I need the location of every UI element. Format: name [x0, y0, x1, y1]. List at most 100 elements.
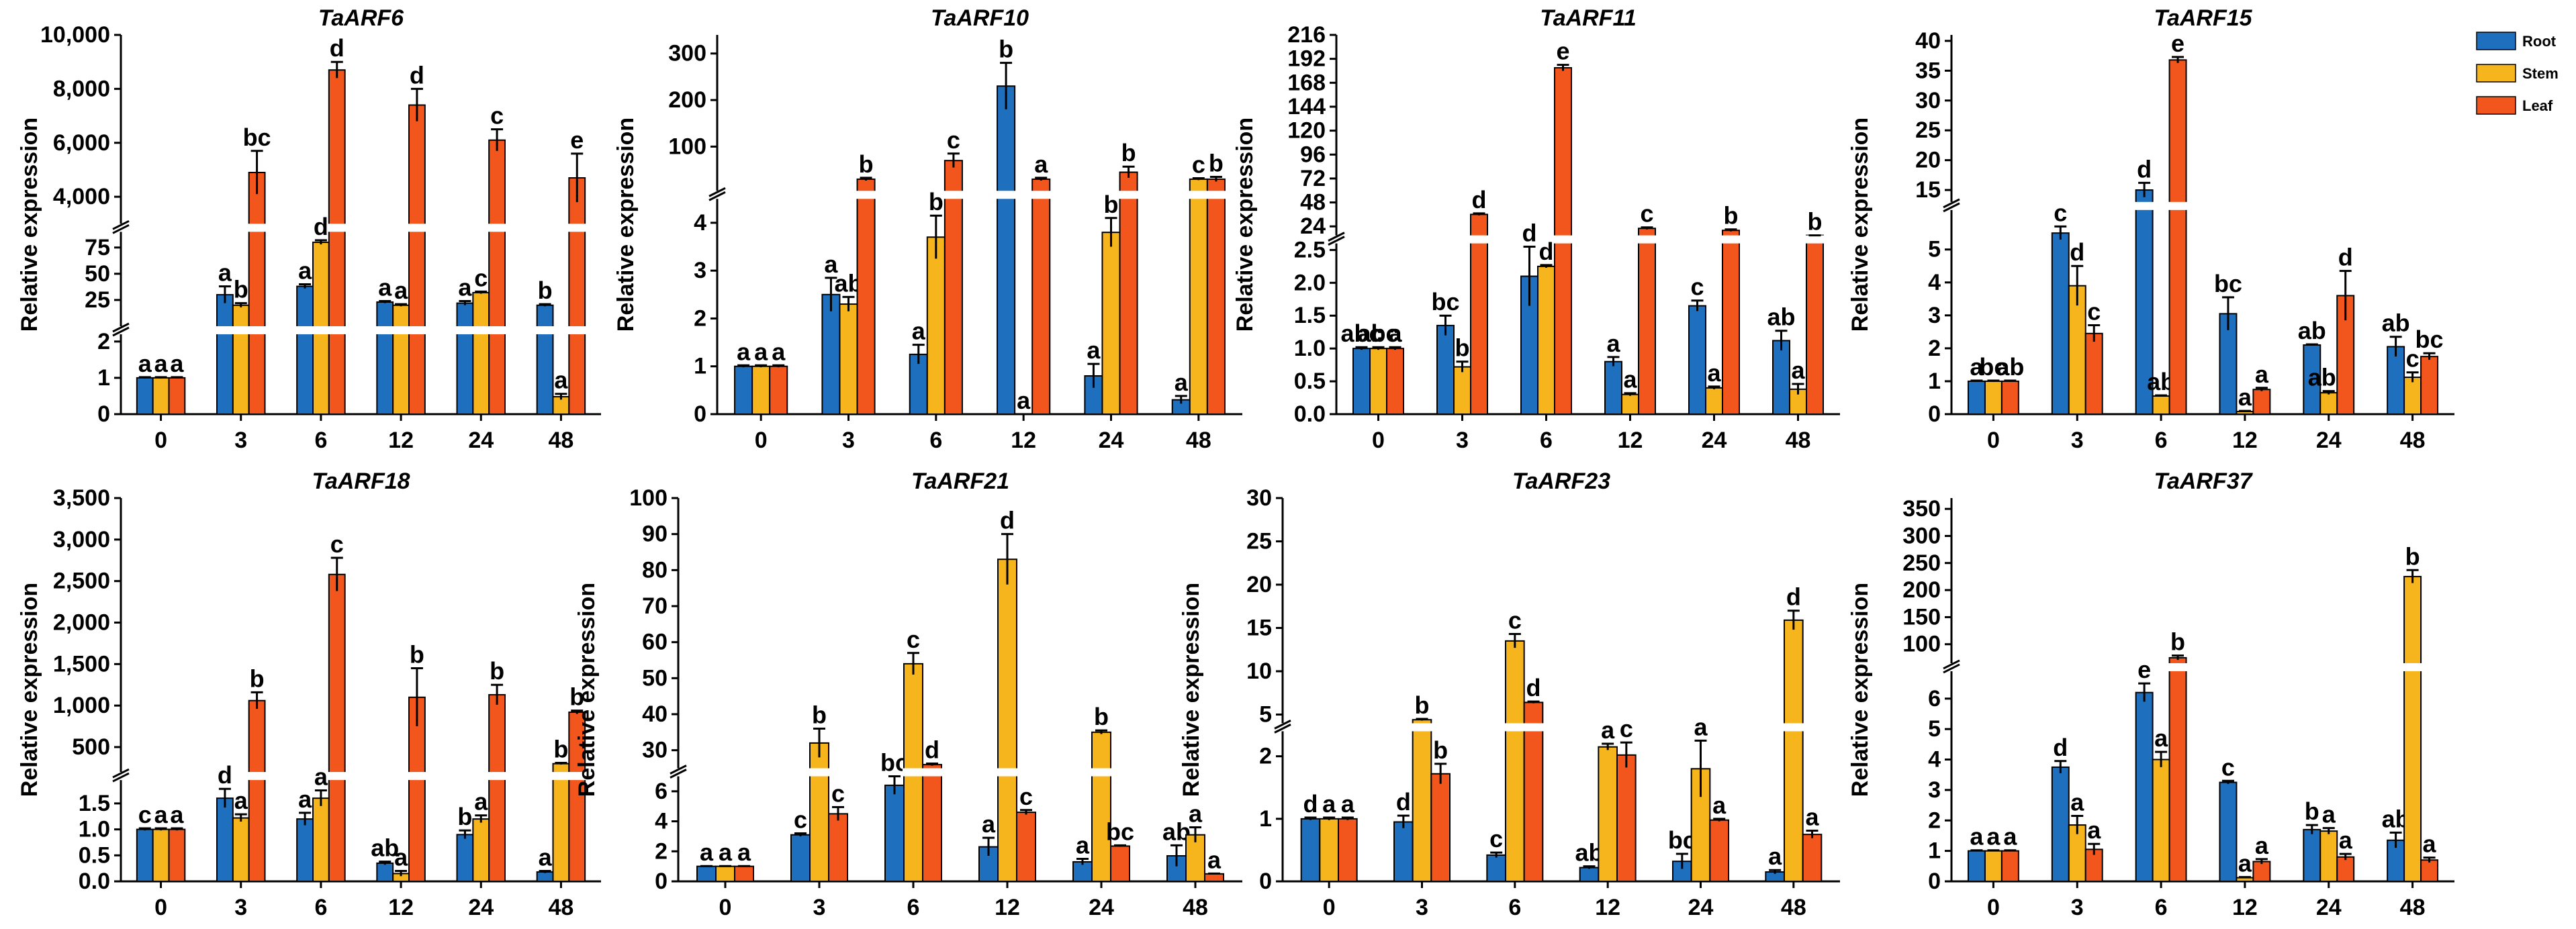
y-tick-label: 216	[1287, 22, 1326, 48]
bar-break-band	[1522, 723, 1545, 732]
y-tick-label: 75	[85, 235, 110, 260]
y-tick-label: 4	[694, 210, 706, 236]
bar-stem-0	[1984, 380, 2003, 415]
significance-letter: bc	[243, 124, 271, 151]
x-tick-label: 3	[813, 895, 826, 920]
y-tick-label: 200	[1902, 577, 1941, 603]
bar-break-band	[392, 326, 410, 334]
chart-title: TaARF21	[911, 469, 1009, 494]
bar-break-band	[2134, 201, 2154, 210]
bar-leaf-3	[248, 171, 266, 415]
significance-letter: b	[410, 640, 424, 668]
significance-letter: a	[1341, 790, 1355, 818]
bar-break-band	[996, 191, 1017, 199]
significance-letter: b	[999, 36, 1013, 63]
bar-leaf-0	[168, 828, 186, 882]
bar-root-3	[216, 294, 234, 415]
axis-break-mark	[1943, 659, 1960, 670]
significance-letter: b	[1415, 691, 1430, 719]
x-tick-label: 48	[1186, 428, 1211, 453]
significance-letter: c	[1489, 825, 1503, 852]
y-tick-label: 5	[1928, 716, 1941, 742]
bar-break-band	[488, 772, 506, 781]
y-axis-label: Relative expression	[613, 117, 639, 332]
bar-leaf-6	[328, 573, 346, 882]
bar-root-3	[1436, 324, 1455, 415]
y-tick-label: 72	[1300, 166, 1326, 191]
significance-letter: bc	[2214, 270, 2242, 297]
y-tick-label: 20	[1915, 148, 1941, 173]
bar-stem-24	[472, 291, 490, 415]
bar-stem-3	[809, 742, 829, 882]
bar-leaf-48	[1802, 834, 1823, 882]
axis-break-mark	[670, 769, 687, 779]
y-tick-label: 0	[1928, 869, 1941, 894]
x-tick-label: 24	[1089, 895, 1114, 920]
legend: Root Stem Leaf	[2476, 32, 2559, 115]
axis-break-mark	[1943, 198, 1960, 209]
significance-letter: a	[218, 259, 232, 287]
bar-stem-3	[232, 817, 250, 883]
bar-break-band	[1553, 235, 1573, 244]
x-tick-label: 6	[2155, 428, 2168, 453]
bar-break-band	[943, 191, 964, 199]
y-tick-label: 40	[642, 701, 668, 727]
significance-letter: b	[812, 701, 827, 728]
significance-letter: c	[490, 102, 504, 130]
x-tick-label: 12	[2232, 895, 2258, 920]
bar-break-band	[1469, 235, 1489, 244]
significance-letter: a	[539, 844, 553, 871]
y-tick-label: 3	[1928, 777, 1941, 803]
chart-title: TaARF23	[1512, 469, 1610, 494]
x-tick-label: 6	[1508, 895, 1521, 920]
y-tick-label: 20	[1246, 572, 1272, 597]
y-tick-label: 2	[97, 329, 110, 354]
significance-letter: a	[772, 338, 786, 365]
y-tick-label: 1	[694, 354, 706, 379]
significance-letter: a	[154, 350, 169, 377]
significance-letter: a	[754, 338, 768, 365]
significance-letter: a	[1970, 823, 1984, 850]
bar-root-12	[997, 85, 1016, 415]
y-tick-label: 250	[1902, 550, 1941, 576]
y-tick-label: 15	[1246, 616, 1272, 641]
significance-letter: b	[1724, 202, 1739, 230]
significance-letter: d	[925, 736, 939, 764]
bar-break-band	[216, 326, 234, 334]
significance-letter: d	[1396, 788, 1411, 816]
bar-break-band	[921, 768, 943, 777]
y-tick-label: 100	[668, 134, 706, 159]
bar-stem-3	[2068, 285, 2086, 415]
bar-root-0	[1352, 348, 1371, 415]
significance-letter: a	[138, 350, 152, 377]
y-tick-label: 4	[1928, 747, 1941, 773]
significance-letter: a	[982, 810, 996, 838]
x-tick-label: 0	[1323, 895, 1336, 920]
y-tick-label: 150	[1902, 604, 1941, 630]
y-tick-label: 2.5	[1294, 237, 1326, 262]
y-tick-label: 30	[642, 738, 668, 763]
bar-stem-6	[2152, 395, 2170, 415]
y-tick-label: 4	[1928, 270, 1941, 295]
y-tick-label: 30	[1915, 88, 1941, 113]
significance-letter: a	[824, 250, 838, 278]
significance-letter: c	[474, 264, 488, 291]
x-tick-label: 0	[755, 428, 768, 453]
x-tick-label: 48	[549, 895, 574, 920]
bar-leaf-3	[2084, 332, 2103, 415]
bar-break-band	[312, 326, 330, 334]
bar-break-band	[551, 772, 571, 781]
bar-root-0	[1967, 850, 1986, 882]
bar-root-0	[136, 377, 154, 415]
axis-break-mark	[112, 224, 130, 234]
y-tick-label: 1	[1928, 838, 1941, 864]
bar-break-band	[327, 326, 347, 334]
y-tick-label: 2	[1259, 744, 1272, 769]
y-tick-label: 350	[1902, 496, 1941, 522]
axis-break-mark	[112, 219, 130, 230]
significance-letter: a	[154, 801, 169, 828]
x-tick-label: 48	[2400, 895, 2426, 920]
bar-break-band	[455, 326, 475, 334]
significance-letter: b	[1121, 139, 1136, 166]
bar-break-band	[408, 224, 426, 232]
